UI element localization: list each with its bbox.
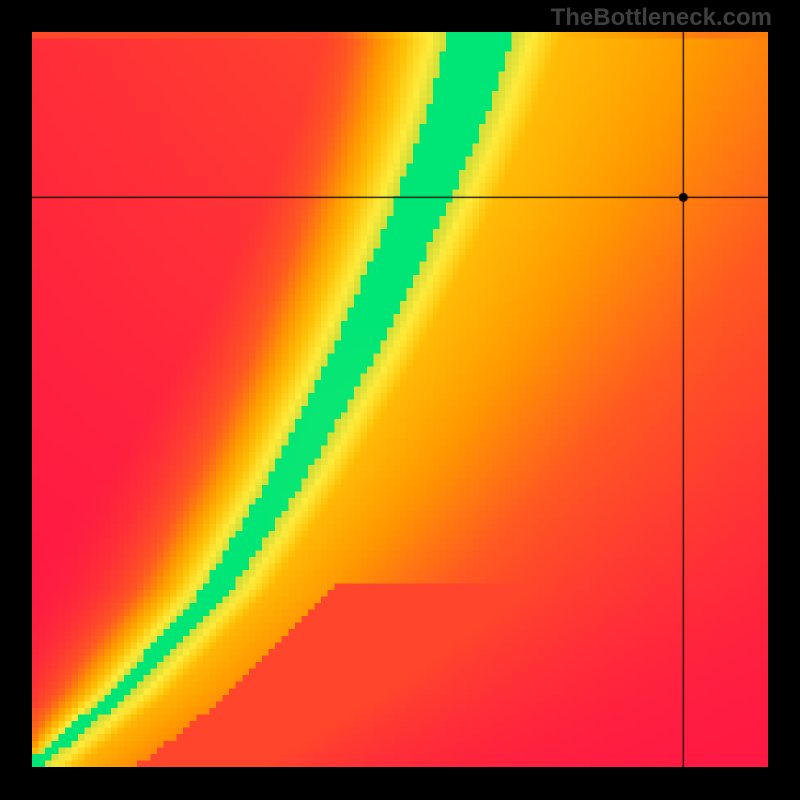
crosshair-overlay [0, 0, 800, 800]
watermark-text: TheBottleneck.com [551, 4, 772, 32]
bottleneck-chart: TheBottleneck.com [0, 0, 800, 800]
